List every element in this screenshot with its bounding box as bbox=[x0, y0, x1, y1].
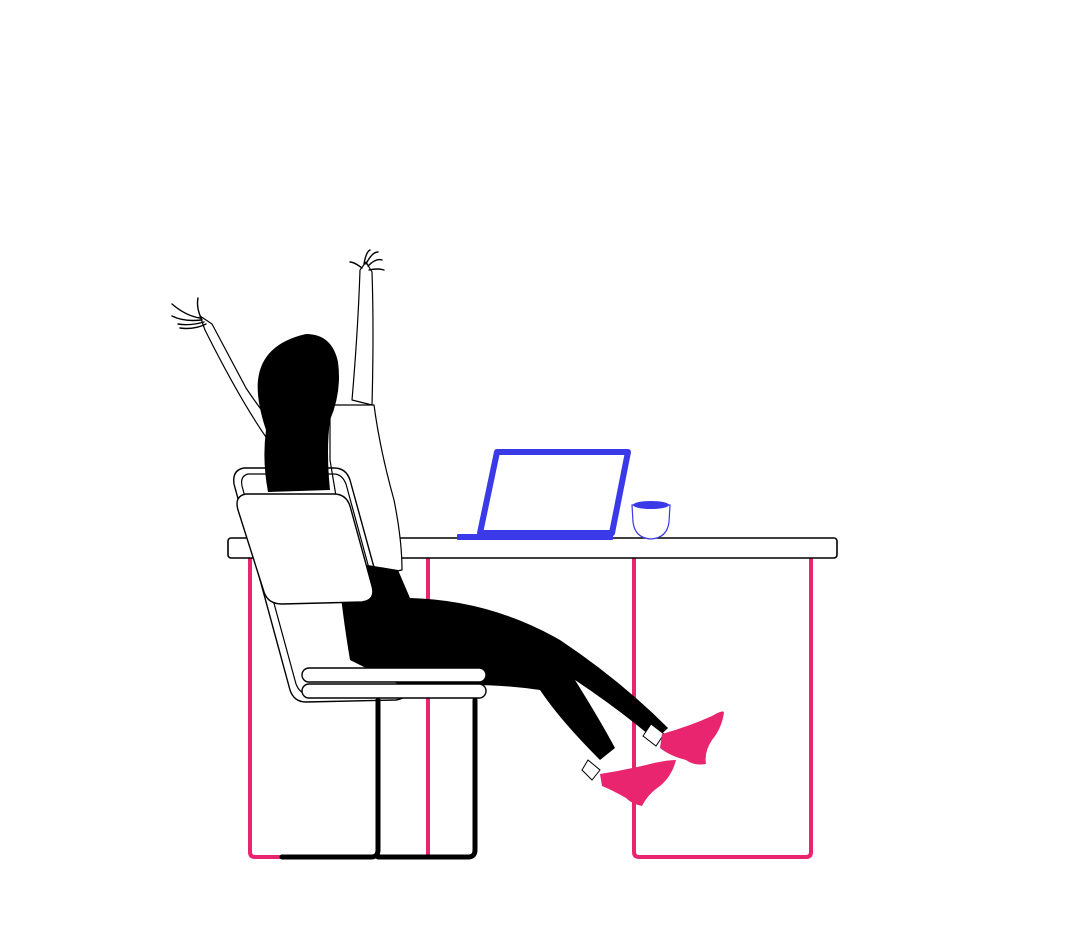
mug-body bbox=[631, 504, 671, 540]
laptop-icon bbox=[457, 449, 631, 540]
chair-seat-top bbox=[301, 667, 487, 683]
person-right-hand bbox=[349, 249, 385, 271]
person-legs bbox=[338, 560, 668, 760]
chair-icon bbox=[279, 697, 478, 860]
person-sock-lower bbox=[581, 759, 601, 781]
person-right-arm bbox=[351, 261, 374, 406]
chair-leg-back bbox=[375, 697, 478, 860]
mug-coffee bbox=[633, 501, 669, 509]
person-hair bbox=[257, 334, 339, 492]
person-left-hand bbox=[171, 297, 207, 330]
mug-icon bbox=[631, 501, 671, 540]
chair-back-frame bbox=[233, 467, 408, 703]
desk-left-leg bbox=[248, 558, 282, 859]
laptop-base bbox=[457, 534, 613, 540]
chair-seat-bottom bbox=[301, 683, 487, 699]
person-sock-upper bbox=[642, 723, 665, 747]
laptop-screen bbox=[477, 449, 631, 536]
chair-body bbox=[233, 467, 487, 703]
shoes-icon bbox=[600, 711, 724, 806]
person-icon bbox=[171, 249, 724, 806]
desk-right-leg bbox=[632, 558, 813, 859]
chair-back-cushion bbox=[236, 493, 374, 605]
chair-leg-front bbox=[279, 697, 381, 860]
